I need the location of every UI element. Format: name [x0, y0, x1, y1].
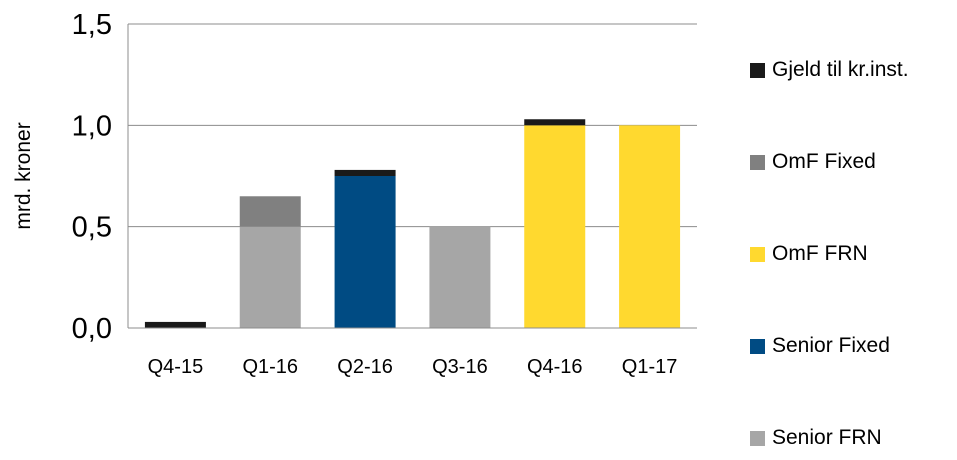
legend-item: OmF Fixed	[750, 140, 909, 184]
legend-label: OmF FRN	[772, 242, 868, 265]
x-tick-label: Q4-16	[527, 356, 583, 378]
bar-segment	[239, 226, 301, 328]
y-tick-label: 0,0	[72, 313, 112, 345]
bars	[144, 119, 681, 328]
bar-segment	[239, 196, 301, 227]
legend-label: Senior Fixed	[772, 334, 890, 357]
x-tick-label: Q2-16	[337, 356, 393, 378]
legend-label: Senior FRN	[772, 426, 882, 449]
x-tick-label: Q4-15	[148, 356, 204, 378]
y-tick-label: 1,0	[72, 110, 112, 142]
bar-segment	[334, 169, 396, 176]
stacked-bar-chart: 0,0 0,5 1,0 1,5 Q4-15 Q1-16 Q2-16 Q3-16 Q4-16 Q1…	[12, 9, 697, 378]
legend-item: OmF FRN	[750, 232, 909, 276]
y-axis-title: mrd. kroner	[12, 122, 35, 229]
legend-label: OmF Fixed	[772, 150, 876, 173]
legend-swatch	[750, 154, 765, 170]
bar-segment	[334, 176, 396, 328]
bar-segment	[524, 125, 586, 328]
legend-item: Gjeld til kr.inst.	[750, 48, 909, 92]
legend-swatch	[750, 246, 765, 262]
y-tick-label: 1,5	[72, 9, 112, 41]
x-tick-label: Q1-16	[242, 356, 298, 378]
y-tick-label: 0,5	[72, 212, 112, 244]
bar-segment	[524, 119, 586, 126]
bar-segment	[144, 321, 206, 328]
bar-segment	[619, 125, 681, 328]
legend-item: Senior FRN	[750, 416, 909, 460]
y-tick-labels: 0,0 0,5 1,0 1,5	[72, 9, 112, 345]
legend-item: Senior Fixed	[750, 324, 909, 368]
legend-swatch	[750, 338, 765, 354]
x-tick-labels: Q4-15 Q1-16 Q2-16 Q3-16 Q4-16 Q1-17	[148, 356, 678, 378]
axes	[127, 24, 697, 329]
legend: Gjeld til kr.inst. OmF Fixed OmF FRN Senior…	[750, 48, 909, 460]
x-tick-label: Q3-16	[432, 356, 488, 378]
bar-segment	[429, 226, 491, 328]
x-tick-label: Q1-17	[622, 356, 678, 378]
legend-swatch	[750, 62, 765, 78]
legend-label: Gjeld til kr.inst.	[772, 58, 909, 81]
legend-swatch	[750, 430, 765, 446]
gridlines	[128, 23, 697, 228]
